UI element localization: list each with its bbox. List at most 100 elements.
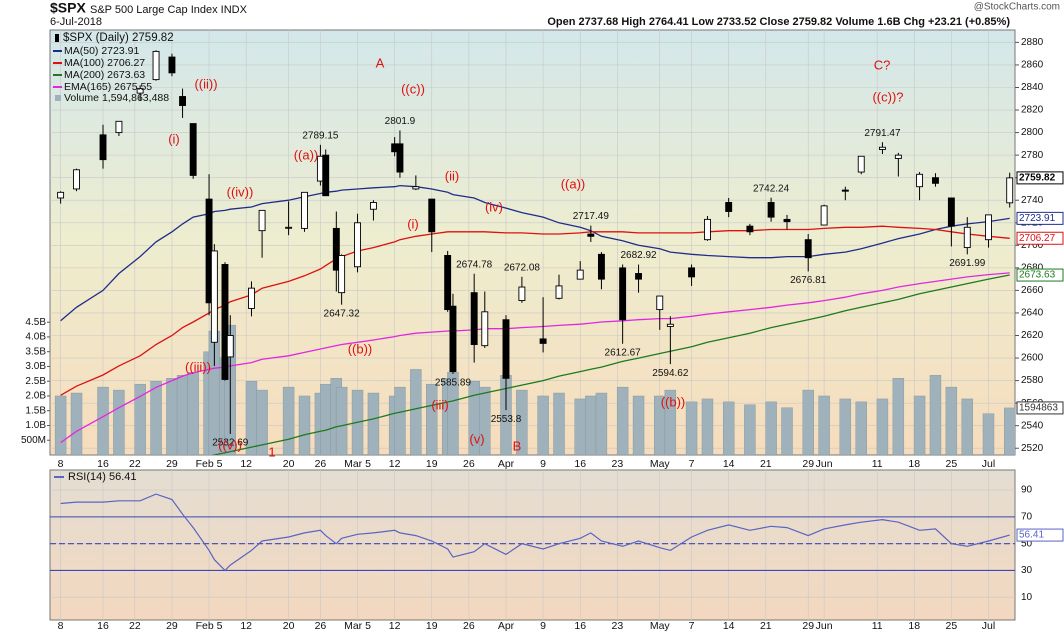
y2-tick-label: 2.5B bbox=[25, 376, 46, 387]
volume-bar bbox=[1003, 407, 1015, 455]
volume-bar bbox=[187, 372, 199, 455]
candles bbox=[57, 50, 1014, 434]
volume-bar bbox=[574, 398, 586, 455]
x-tick-label: 14 bbox=[723, 620, 735, 632]
candle-body bbox=[481, 311, 489, 347]
x-tick-label: 23 bbox=[611, 458, 623, 470]
candle-body bbox=[963, 226, 971, 249]
wave-label: A bbox=[376, 55, 385, 70]
x-tick-label: Apr bbox=[498, 620, 515, 632]
volume-bar bbox=[335, 386, 348, 455]
ma-line bbox=[60, 184, 1010, 322]
y-tick-label: 2780 bbox=[1021, 150, 1044, 161]
candle-body bbox=[576, 269, 584, 280]
value-tag: 2759.82 bbox=[1019, 173, 1056, 184]
x-tick-label: May bbox=[650, 620, 671, 632]
x-tick-label: 11 bbox=[872, 458, 883, 470]
x-tick-label: 14 bbox=[723, 458, 735, 470]
price-label: 2553.8 bbox=[491, 414, 522, 425]
legend-entry: EMA(165) 2675.55 bbox=[64, 81, 152, 93]
candle-body bbox=[587, 233, 595, 237]
x-tick-label: 29 bbox=[802, 458, 814, 470]
x-tick-label: 7 bbox=[689, 458, 695, 470]
price-label: 2742.24 bbox=[753, 183, 790, 194]
y2-tick-label: 2.0B bbox=[25, 391, 46, 402]
x-tick-label: Mar 5 bbox=[344, 620, 371, 632]
labels: 8 8 16 16 22 22 29 29 Feb 5 Feb 5 12 12 20 20 26 26 Mar … bbox=[21, 32, 1064, 632]
volume-bar bbox=[595, 392, 608, 455]
wave-label: ((a)) bbox=[561, 176, 586, 191]
price-label: 2789.15 bbox=[302, 130, 339, 141]
wave-label: (i) bbox=[168, 131, 180, 146]
value-tag: 2673.63 bbox=[1019, 270, 1056, 281]
candle-body bbox=[57, 191, 65, 199]
y-tick-label: 2520 bbox=[1021, 443, 1044, 454]
rsi-panel bbox=[49, 469, 1016, 621]
x-tick-label: 21 bbox=[760, 458, 772, 470]
legend-swatch bbox=[55, 95, 61, 101]
x-tick-label: 23 bbox=[611, 620, 623, 632]
legend-entry: MA(50) 2723.91 bbox=[64, 45, 139, 57]
date-label: 6-Jul-2018 bbox=[50, 16, 102, 28]
candle-body bbox=[1006, 177, 1014, 204]
candle-body bbox=[932, 177, 939, 184]
price-label: 2672.08 bbox=[504, 262, 541, 273]
x-tick-label: 19 bbox=[426, 458, 438, 470]
candle-body bbox=[189, 123, 197, 176]
wave-label: (v) bbox=[469, 431, 484, 446]
rsi-tick-label: 30 bbox=[1021, 565, 1033, 576]
candle-body bbox=[597, 253, 605, 280]
x-tick-label: 8 bbox=[58, 458, 64, 470]
volume-bar bbox=[320, 383, 332, 455]
candle-body bbox=[947, 197, 955, 227]
candle-body bbox=[704, 218, 711, 241]
y-tick-label: 2680 bbox=[1021, 263, 1044, 274]
volume-bar bbox=[632, 395, 645, 455]
price-label: 2801.9 bbox=[385, 116, 416, 127]
legend-entry: Volume 1,594,863,488 bbox=[64, 92, 169, 104]
volume-bar bbox=[616, 386, 629, 455]
volume-bar bbox=[982, 413, 995, 455]
x-tick-label: 7 bbox=[689, 620, 695, 632]
candle-body bbox=[894, 154, 902, 159]
quote: Open 2737.68 High 2764.41 Low 2733.52 Cl… bbox=[547, 16, 1010, 28]
candle-body bbox=[783, 218, 791, 223]
x-tick-label: 25 bbox=[946, 458, 958, 470]
wave-label: (iii) bbox=[431, 397, 448, 412]
price-label: 2691.99 bbox=[949, 258, 986, 269]
value-tag: 2723.91 bbox=[1019, 213, 1056, 224]
y-tick-label: 2640 bbox=[1021, 308, 1044, 319]
rsi-tick-label: 70 bbox=[1021, 512, 1033, 523]
volume-bar bbox=[367, 392, 380, 455]
price-label: 2676.81 bbox=[790, 275, 827, 286]
x-tick-label: Jun bbox=[816, 620, 833, 632]
x-tick-label: 20 bbox=[283, 620, 295, 632]
x-tick-label: 16 bbox=[574, 620, 586, 632]
x-tick-label: 11 bbox=[872, 620, 883, 632]
candle-body bbox=[656, 295, 664, 311]
rsi-lines bbox=[60, 493, 1010, 572]
y-tick-label: 2660 bbox=[1021, 285, 1044, 296]
volume-bar bbox=[722, 401, 735, 455]
volume-bar bbox=[113, 389, 125, 455]
candle-body bbox=[804, 239, 812, 259]
x-tick-label: 19 bbox=[426, 620, 438, 632]
candle-body bbox=[985, 214, 992, 241]
x-tick-label: 26 bbox=[315, 458, 327, 470]
volume-bar bbox=[410, 369, 422, 455]
x-tick-label: 9 bbox=[540, 620, 546, 632]
candle-body bbox=[168, 56, 176, 74]
volume-bar bbox=[945, 386, 958, 455]
candle-body bbox=[136, 88, 144, 94]
candle-body bbox=[412, 186, 420, 190]
volume-bars bbox=[54, 324, 1015, 455]
price-label: 2647.32 bbox=[324, 308, 361, 319]
volume-bar bbox=[685, 401, 698, 455]
wave-label: ((b)) bbox=[348, 341, 373, 356]
volume-bar bbox=[839, 398, 852, 455]
price-label: 2682.92 bbox=[620, 250, 657, 261]
wave-label: ((c))? bbox=[872, 89, 903, 104]
ma-line bbox=[211, 274, 1010, 455]
y-tick-label: 2620 bbox=[1021, 330, 1044, 341]
